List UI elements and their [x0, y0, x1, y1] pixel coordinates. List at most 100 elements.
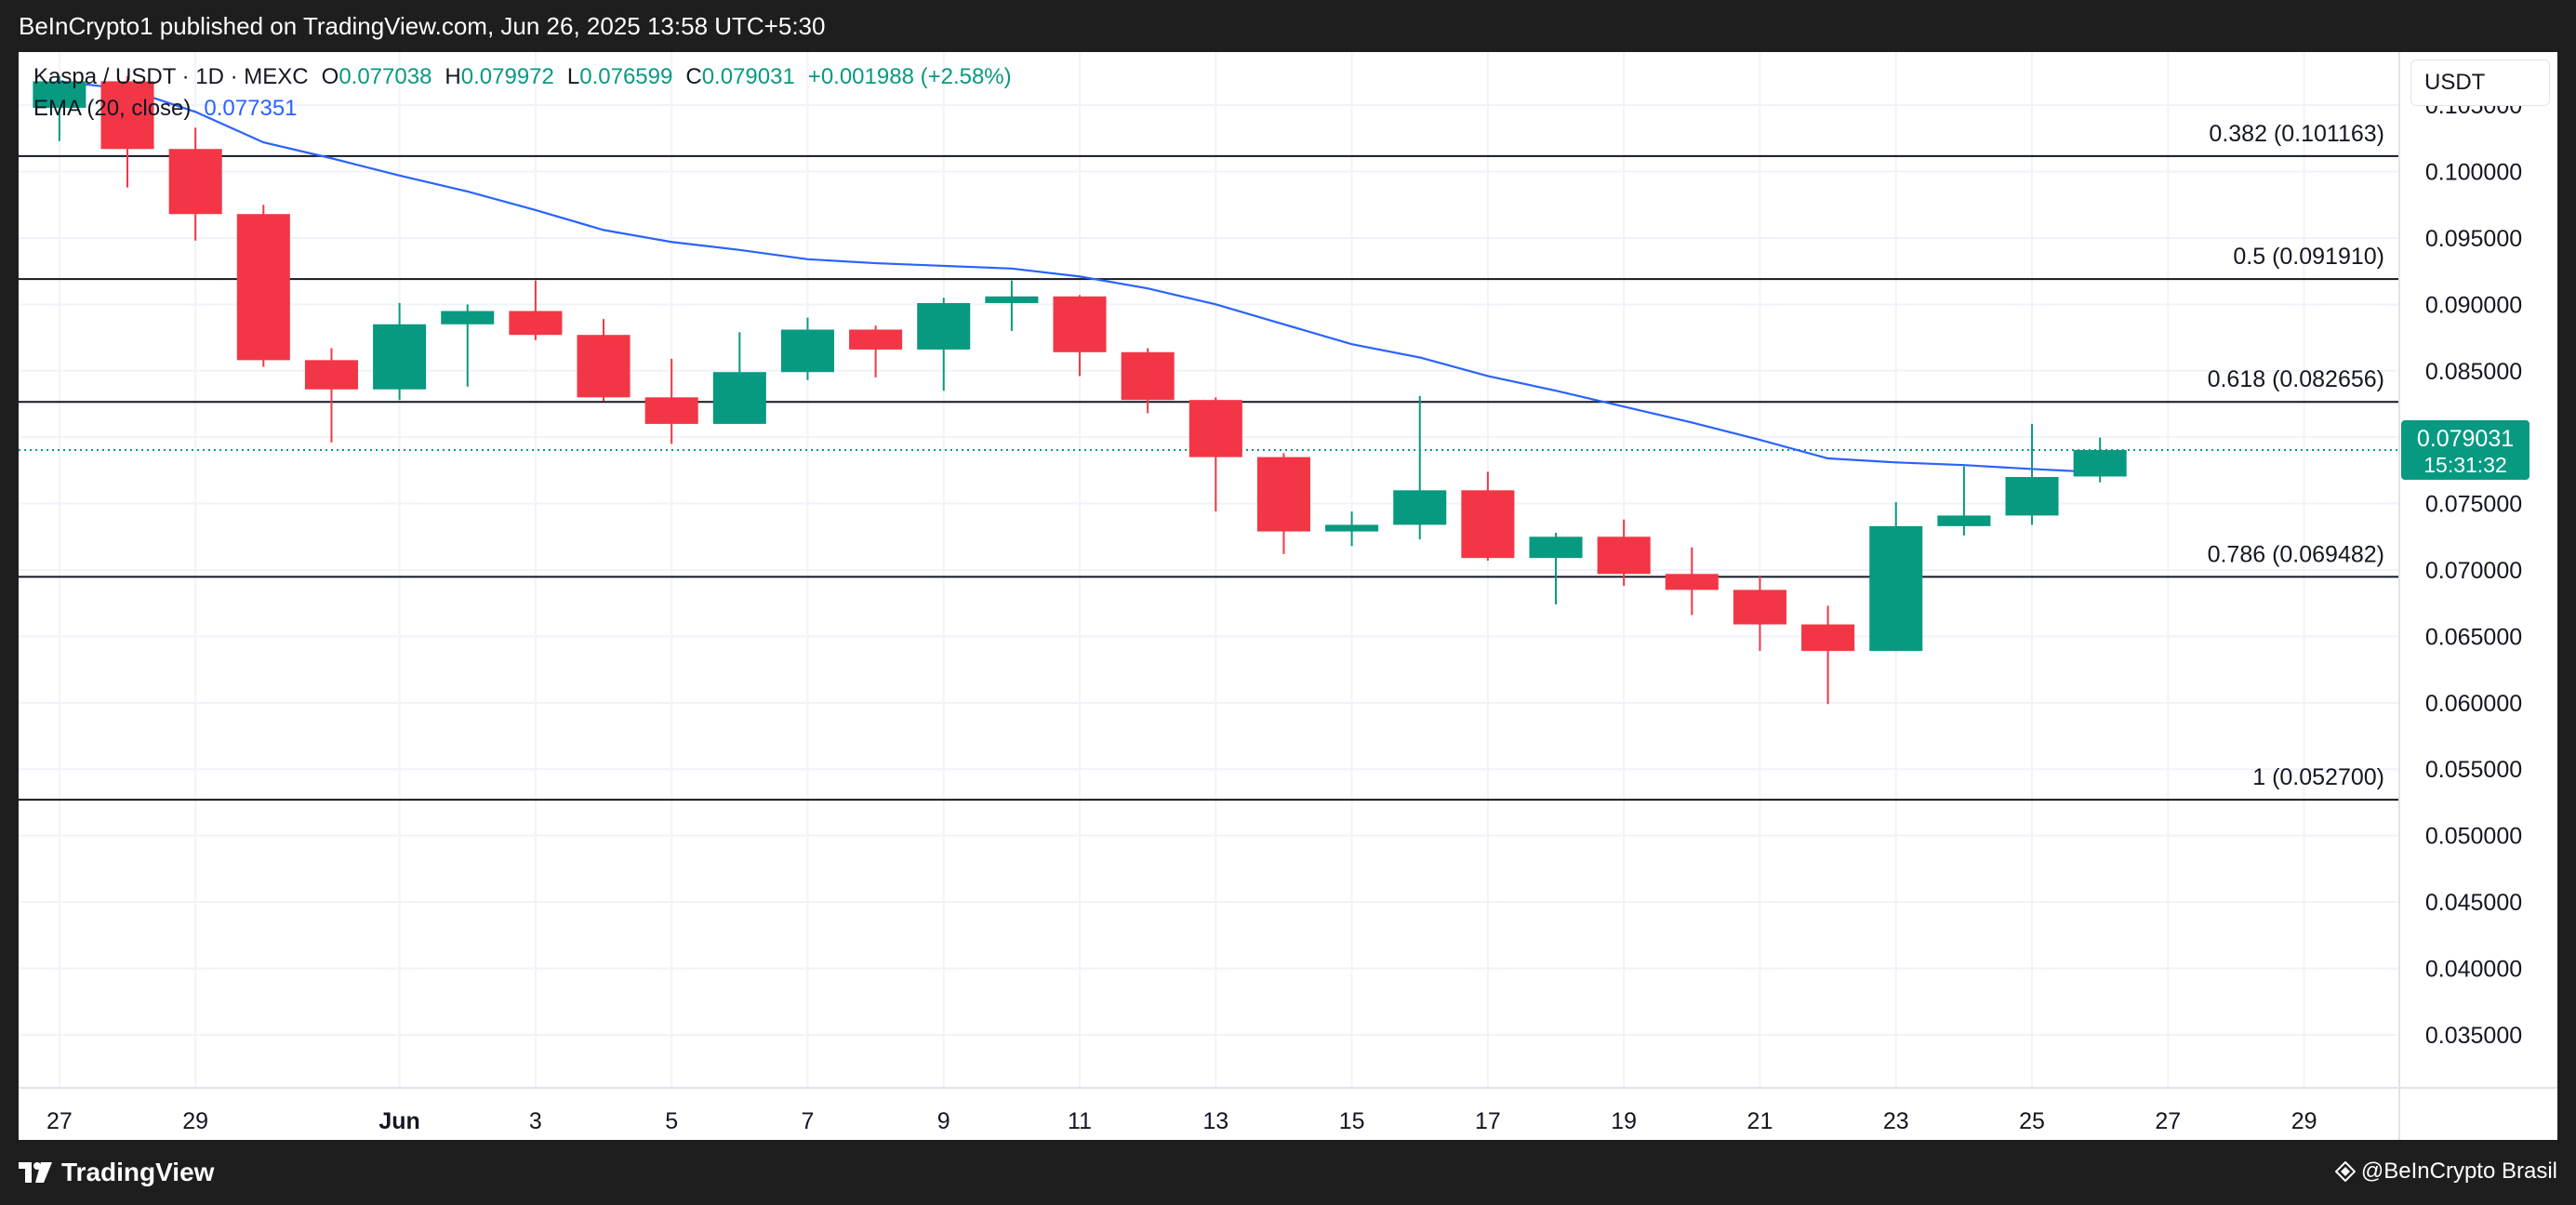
candle-down	[1665, 547, 1719, 616]
candle-body	[1393, 490, 1447, 525]
x-tick-label: 11	[1068, 1108, 1092, 1134]
footer-bar: TradingView @BeInCrypto Brasil	[0, 1140, 2576, 1205]
chart-canvas[interactable]: 0.382 (0.101163) 0.5 (0.091910) 0.618 (0.0…	[19, 52, 2557, 1140]
close-value: 0.079031	[701, 64, 795, 89]
candle-body	[1937, 515, 1991, 526]
publish-bar: BeInCrypto1 published on TradingView.com…	[0, 0, 2576, 52]
candle-up	[1325, 511, 1379, 547]
candle-body	[780, 329, 834, 373]
candle-body	[373, 324, 427, 390]
y-tick-label: 0.070000	[2425, 558, 2522, 584]
x-tick-label: 23	[1883, 1108, 1909, 1134]
tradingview-logo-icon	[19, 1162, 52, 1183]
candle-body	[2005, 477, 2059, 516]
candle-body	[1529, 536, 1583, 559]
y-tick-label: 0.085000	[2425, 359, 2522, 385]
candle-up	[1393, 395, 1447, 540]
ema-label[interactable]: EMA (20, close)	[33, 96, 192, 121]
y-tick-label: 0.065000	[2425, 624, 2522, 650]
candle-down	[1461, 471, 1515, 562]
fib-level-label: 0.618 (0.082656)	[2208, 366, 2384, 392]
fib-level-label: 0.382 (0.101163)	[2209, 121, 2384, 147]
ema-value: 0.077351	[204, 96, 298, 121]
chart-panel[interactable]: 0.382 (0.101163) 0.5 (0.091910) 0.618 (0.0…	[19, 52, 2557, 1140]
candle-down	[236, 205, 290, 367]
chart-legend: Kaspa / USDT · 1D · MEXC O 0.077038 H 0.…	[33, 61, 1012, 125]
candle-body	[441, 311, 495, 324]
candle-body	[712, 372, 766, 424]
candle-down	[100, 75, 154, 188]
attribution: @BeInCrypto Brasil	[2334, 1159, 2557, 1185]
x-tick-label: 15	[1339, 1108, 1365, 1134]
candle-up	[1529, 533, 1583, 605]
x-tick-label: 21	[1747, 1108, 1773, 1134]
fib-level-label: 1 (0.052700)	[2252, 764, 2384, 790]
candle-up	[917, 298, 971, 391]
x-tick-label: 9	[937, 1108, 950, 1134]
candle-body	[1053, 296, 1107, 352]
x-tick-label: 7	[802, 1108, 815, 1134]
beincrypto-icon	[2334, 1161, 2356, 1182]
candle-up	[1869, 502, 1923, 652]
candle-body	[1188, 400, 1242, 457]
axes-layer: 0.1050000.1000000.0950000.0900000.085000…	[19, 52, 2557, 1140]
candle-up	[441, 304, 495, 387]
candle-body	[168, 149, 222, 215]
x-tick-label: 5	[665, 1108, 678, 1134]
tradingview-logo[interactable]: TradingView	[19, 1157, 214, 1188]
price-tag-countdown: 15:31:32	[2423, 453, 2507, 477]
candle-up	[985, 280, 1039, 331]
ohlc-row: Kaspa / USDT · 1D · MEXC O 0.077038 H 0.…	[33, 61, 1012, 93]
attribution-text: @BeInCrypto Brasil	[2360, 1159, 2557, 1184]
y-tick-label: 0.095000	[2425, 226, 2522, 252]
ema-row: EMA (20, close) 0.077351	[33, 93, 1012, 125]
candle-body	[1733, 589, 1786, 625]
candle-body	[100, 81, 154, 150]
candle-body	[644, 397, 698, 424]
high-label: H	[445, 64, 461, 89]
candle-body	[236, 214, 290, 361]
candle-down	[1256, 453, 1310, 554]
candle-body	[1256, 457, 1310, 532]
open-label: O	[321, 64, 339, 89]
candle-up	[2073, 437, 2127, 483]
x-tick-label: 27	[46, 1108, 73, 1134]
candle-body	[1121, 351, 1175, 401]
candle-body	[1461, 490, 1515, 559]
price-tag-value: 0.079031	[2417, 426, 2514, 452]
fib-level-label: 0.5 (0.091910)	[2233, 244, 2384, 270]
low-value: 0.076599	[579, 64, 673, 89]
low-label: L	[566, 64, 580, 89]
x-tick-label: 17	[1475, 1108, 1501, 1134]
x-tick-label: 29	[2291, 1108, 2317, 1134]
tradingview-logo-text: TradingView	[61, 1158, 215, 1186]
x-tick-label: 3	[529, 1108, 542, 1134]
candle-body	[1597, 536, 1651, 575]
y-tick-label: 0.075000	[2425, 492, 2522, 518]
candle-body	[304, 360, 358, 390]
candle-body	[985, 296, 1039, 303]
candle-down	[1597, 519, 1651, 587]
close-label: C	[685, 64, 702, 89]
change-value: +0.001988 (+2.58%)	[807, 64, 1012, 89]
x-tick-label: 29	[182, 1108, 208, 1134]
candle-up	[33, 75, 86, 141]
candle-body	[577, 335, 631, 398]
candle-down	[577, 319, 631, 402]
x-tick-label: Jun	[378, 1108, 419, 1134]
x-tick-label: 25	[2019, 1108, 2045, 1134]
candle-body	[509, 311, 563, 336]
candle-up	[780, 317, 834, 380]
candle-body	[2073, 450, 2127, 477]
symbol-label[interactable]: Kaspa / USDT · 1D · MEXC	[33, 64, 309, 89]
currency-selector[interactable]: USDT	[2410, 60, 2550, 106]
y-tick-label: 0.090000	[2425, 292, 2522, 318]
ema-line	[59, 80, 2101, 474]
candle-up	[373, 302, 427, 401]
y-tick-label: 0.040000	[2425, 956, 2522, 982]
candle-up	[1937, 466, 1991, 536]
candle-body	[1325, 524, 1379, 532]
y-tick-label: 0.045000	[2425, 890, 2522, 916]
y-tick-label: 0.050000	[2425, 824, 2522, 850]
